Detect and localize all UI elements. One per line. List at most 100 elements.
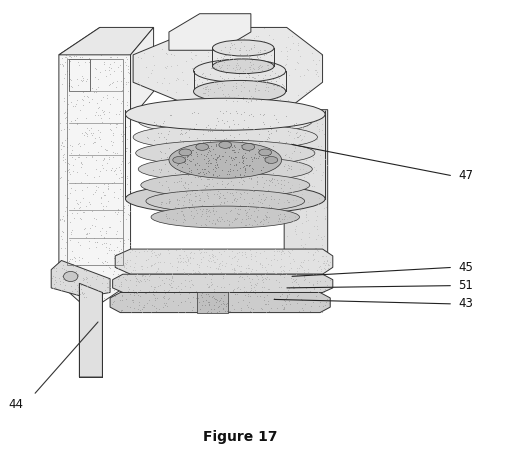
- Point: [202, 209, 210, 217]
- Point: [295, 192, 303, 200]
- Point: [158, 293, 166, 300]
- Point: [298, 297, 306, 304]
- Point: [211, 220, 219, 228]
- Point: [190, 197, 199, 205]
- Point: [134, 292, 142, 299]
- Point: [195, 246, 203, 254]
- Point: [61, 282, 70, 289]
- Point: [88, 129, 96, 137]
- Point: [241, 165, 249, 172]
- Point: [100, 107, 109, 114]
- Point: [166, 284, 175, 291]
- Point: [192, 287, 200, 294]
- Point: [73, 96, 81, 104]
- Point: [268, 150, 276, 158]
- Point: [231, 153, 239, 160]
- Point: [117, 281, 125, 288]
- Point: [210, 299, 218, 306]
- Point: [216, 260, 224, 267]
- Point: [219, 290, 227, 297]
- Point: [227, 125, 236, 133]
- Point: [135, 301, 143, 308]
- Point: [146, 271, 154, 278]
- Point: [252, 154, 260, 162]
- Point: [178, 158, 186, 165]
- Point: [208, 219, 216, 226]
- Point: [133, 289, 141, 297]
- Point: [223, 197, 231, 205]
- Point: [232, 160, 240, 167]
- Point: [117, 157, 125, 165]
- Point: [73, 287, 81, 295]
- Point: [181, 154, 189, 161]
- Point: [76, 38, 84, 46]
- Point: [126, 150, 135, 157]
- Point: [185, 149, 193, 157]
- Point: [66, 219, 74, 226]
- Point: [196, 169, 204, 176]
- Point: [233, 170, 242, 178]
- Point: [266, 58, 274, 65]
- Point: [185, 298, 194, 305]
- Point: [68, 255, 76, 262]
- Point: [220, 52, 228, 59]
- Point: [189, 255, 197, 262]
- Point: [312, 225, 321, 233]
- Point: [219, 298, 227, 306]
- Point: [207, 64, 216, 71]
- Point: [242, 73, 250, 80]
- Point: [197, 255, 205, 263]
- Point: [120, 281, 128, 288]
- Point: [109, 131, 117, 138]
- Point: [252, 177, 261, 184]
- Point: [245, 270, 253, 277]
- Point: [167, 269, 176, 276]
- Point: [215, 265, 223, 272]
- Point: [277, 68, 285, 75]
- Point: [232, 269, 241, 276]
- Point: [241, 207, 249, 214]
- Point: [247, 158, 255, 165]
- Point: [234, 91, 242, 98]
- Ellipse shape: [259, 149, 271, 156]
- Point: [218, 262, 226, 269]
- Point: [245, 155, 253, 162]
- Point: [126, 241, 134, 249]
- Point: [152, 287, 160, 294]
- Point: [231, 144, 239, 151]
- Point: [229, 154, 237, 161]
- Point: [253, 79, 262, 86]
- Point: [231, 290, 239, 298]
- Point: [197, 269, 205, 276]
- Point: [226, 155, 234, 162]
- Point: [173, 62, 181, 69]
- Point: [318, 121, 326, 128]
- Point: [126, 257, 134, 264]
- Point: [231, 37, 240, 44]
- Point: [253, 178, 261, 186]
- Point: [80, 226, 89, 233]
- Point: [110, 189, 118, 196]
- Point: [185, 204, 194, 212]
- Point: [239, 169, 247, 176]
- Point: [274, 200, 282, 207]
- Point: [230, 264, 238, 271]
- Point: [236, 286, 244, 293]
- Point: [313, 223, 321, 230]
- Point: [193, 165, 201, 173]
- Point: [102, 258, 111, 266]
- Point: [299, 259, 307, 266]
- Point: [216, 107, 224, 114]
- Point: [191, 174, 199, 181]
- Point: [235, 65, 243, 72]
- Point: [58, 215, 66, 222]
- Point: [79, 43, 88, 51]
- Point: [227, 42, 236, 49]
- Point: [125, 191, 134, 198]
- Point: [305, 88, 313, 95]
- Point: [268, 68, 276, 75]
- Point: [251, 289, 259, 296]
- Point: [198, 188, 206, 196]
- Point: [300, 256, 308, 263]
- Point: [86, 271, 94, 278]
